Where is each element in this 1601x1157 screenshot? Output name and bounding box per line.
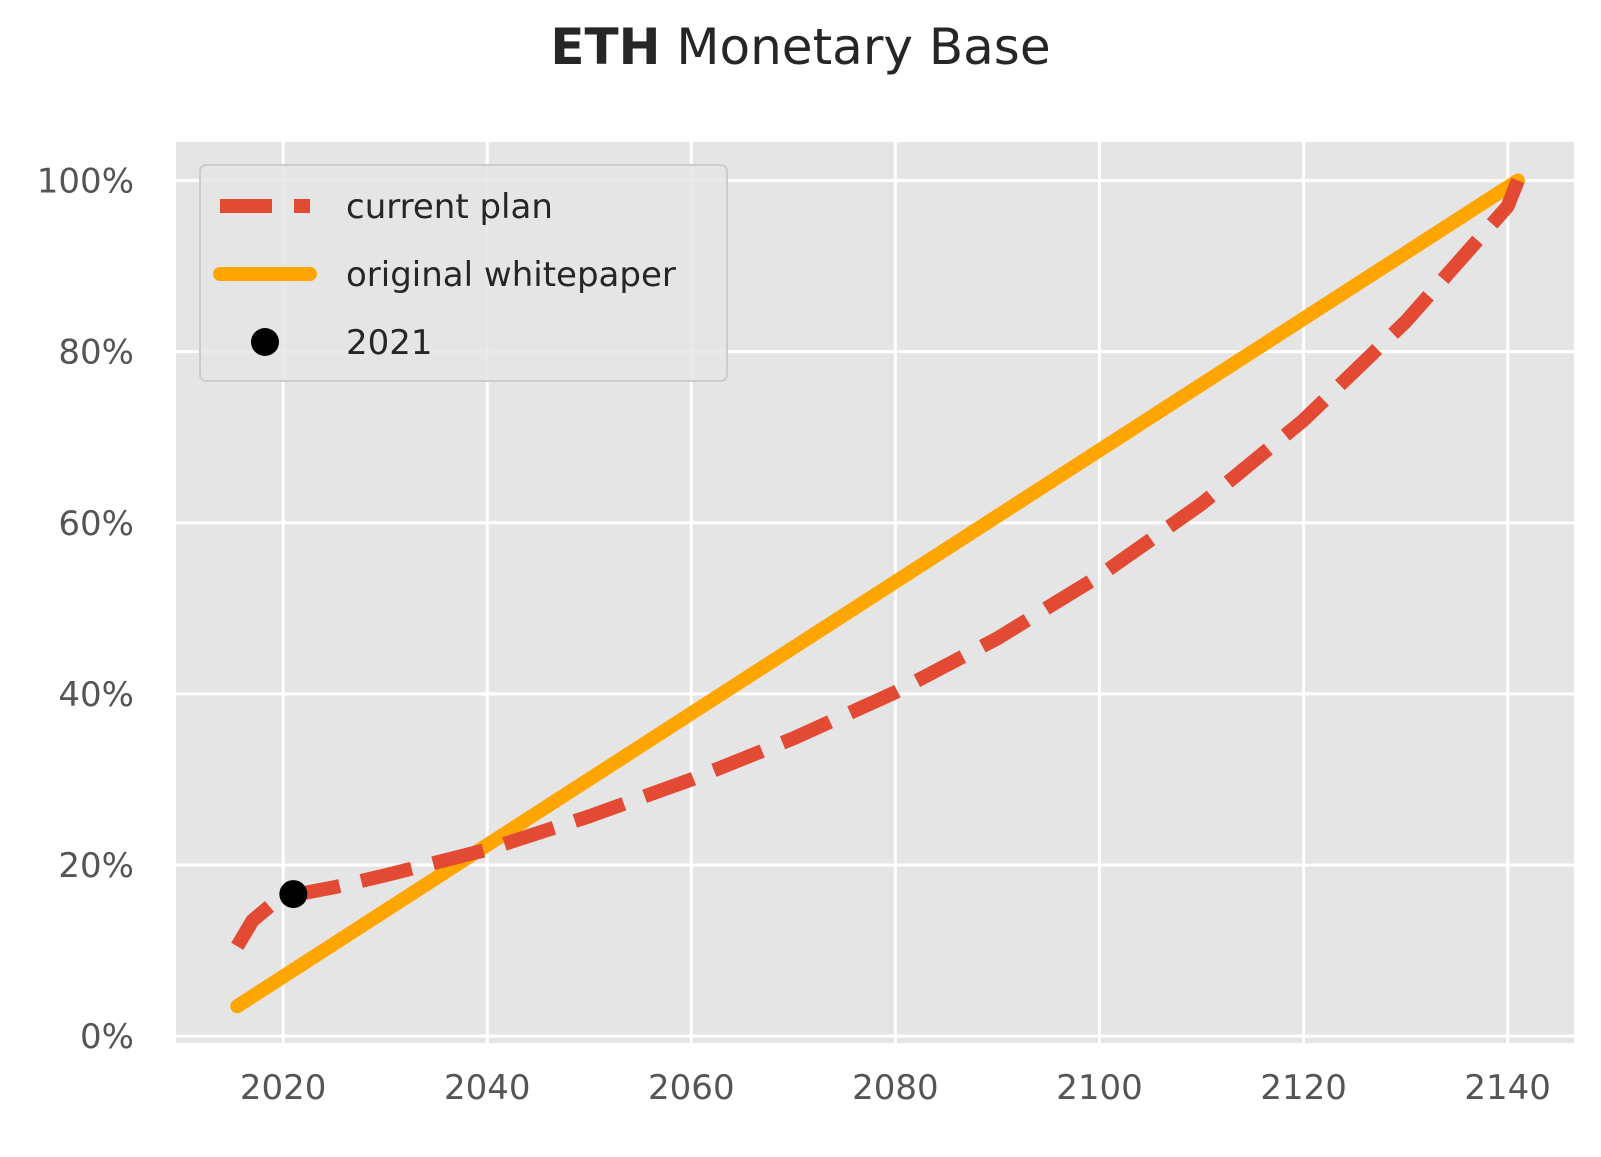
series-line-original-whitepaper	[230, 173, 1525, 1014]
chart-title-bold: ETH	[550, 18, 661, 76]
x-tick-label: 2080	[852, 1068, 939, 1108]
y-tick-label: 60%	[58, 504, 134, 544]
x-tick-label: 2040	[444, 1068, 531, 1108]
legend-box	[199, 164, 728, 382]
chart-title: ETH Monetary Base	[0, 18, 1601, 76]
legend-label: current plan	[346, 187, 553, 227]
axis-ticks: 2020 2040 2060 2080 2100 2120 2140 0% 20% 40% 60% 8…	[37, 162, 1551, 1108]
x-tick-label: 2120	[1260, 1068, 1347, 1108]
point-marker-2021	[279, 880, 308, 909]
legend-label: original whitepaper	[346, 255, 676, 295]
legend: current plan original whitepaper 2021	[199, 164, 728, 382]
y-tick-label: 40%	[58, 675, 134, 715]
y-tick-label: 100%	[37, 162, 134, 202]
points-layer	[279, 880, 308, 909]
legend-swatch-point	[251, 328, 279, 356]
x-tick-label: 2020	[240, 1068, 327, 1108]
y-tick-label: 0%	[80, 1017, 134, 1057]
x-tick-label: 2060	[648, 1068, 735, 1108]
x-tick-label: 2100	[1056, 1068, 1143, 1108]
y-tick-label: 20%	[58, 846, 134, 886]
legend-label: 2021	[346, 323, 433, 363]
chart-title-rest: Monetary Base	[676, 18, 1051, 76]
y-tick-label: 80%	[58, 333, 134, 373]
x-tick-label: 2140	[1464, 1068, 1551, 1108]
